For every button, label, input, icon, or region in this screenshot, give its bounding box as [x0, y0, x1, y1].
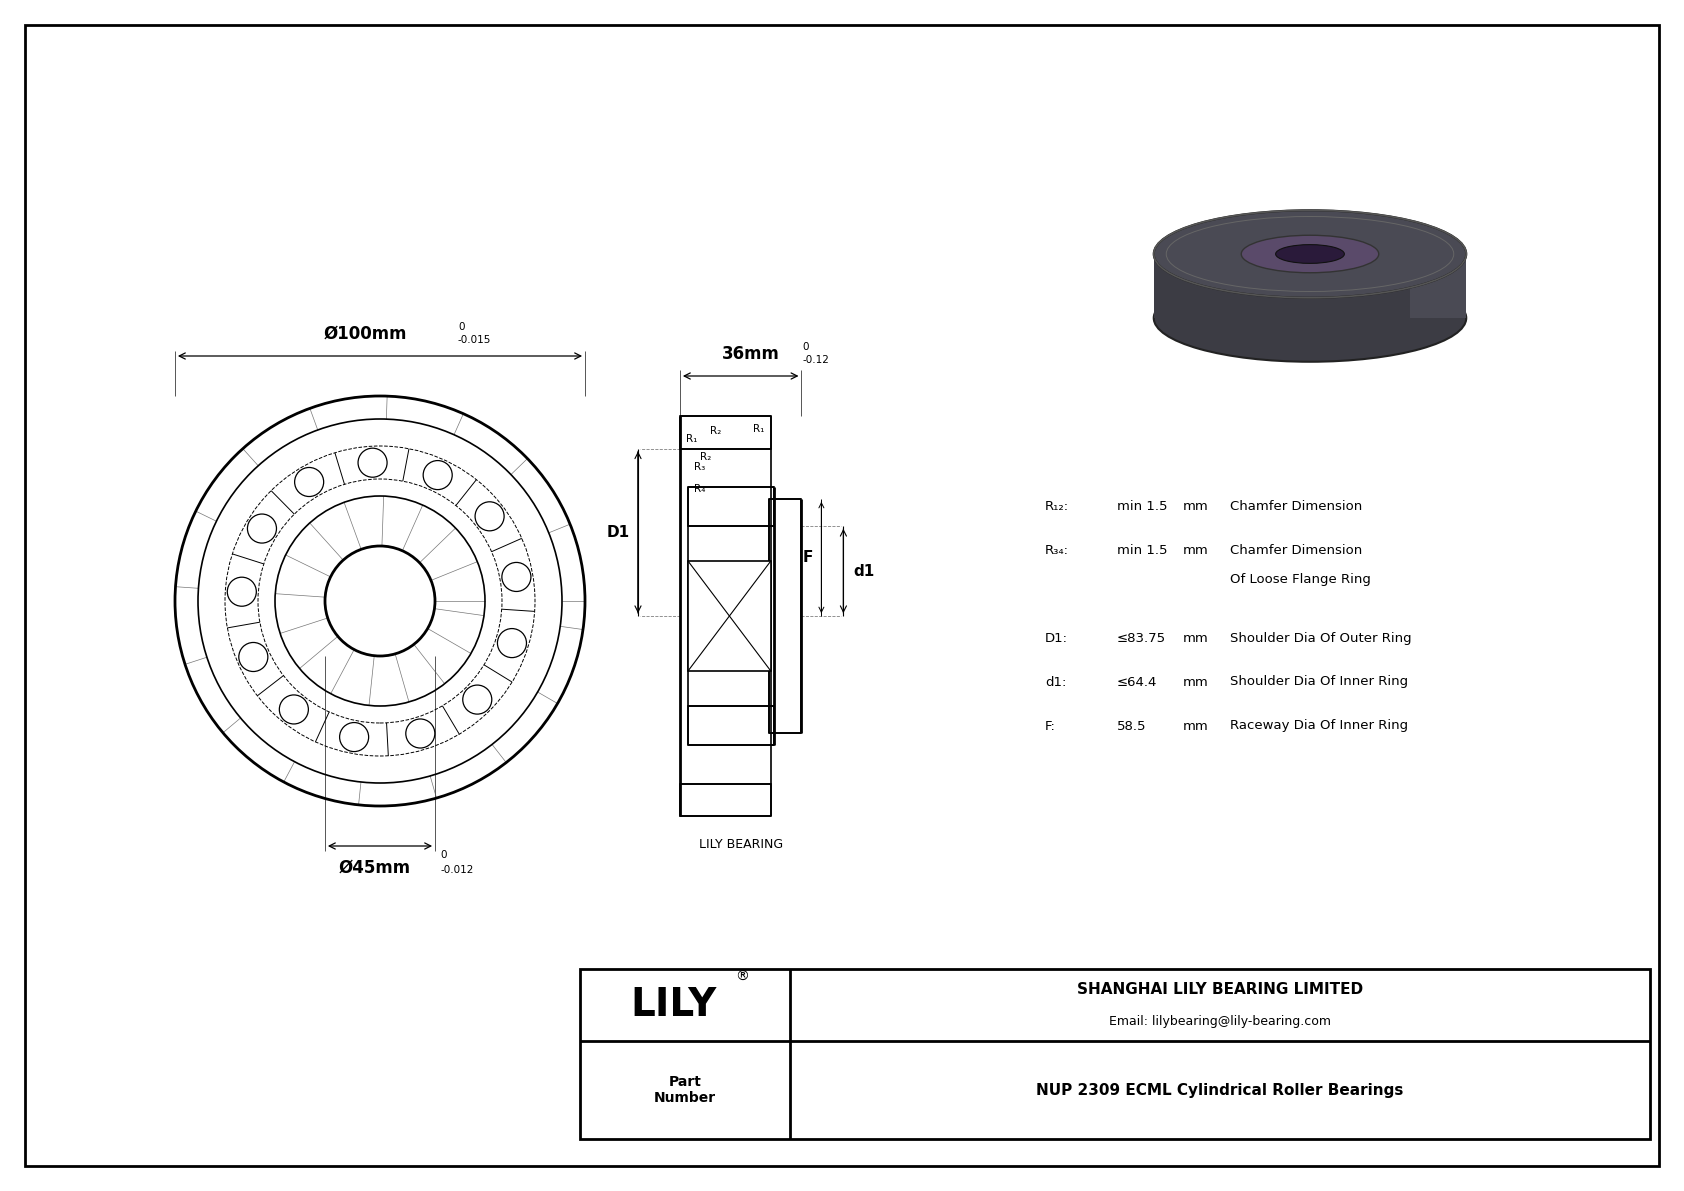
Text: NUP 2309 ECML Cylindrical Roller Bearings: NUP 2309 ECML Cylindrical Roller Bearing… — [1036, 1083, 1404, 1097]
Text: 0: 0 — [440, 850, 446, 860]
Text: ≤64.4: ≤64.4 — [1116, 675, 1157, 688]
Polygon shape — [689, 706, 775, 744]
Ellipse shape — [1241, 236, 1379, 273]
Polygon shape — [1410, 254, 1467, 318]
Text: ≤83.75: ≤83.75 — [1116, 631, 1165, 644]
Text: -0.015: -0.015 — [458, 335, 492, 345]
Text: R₃: R₃ — [694, 461, 706, 472]
Text: -0.12: -0.12 — [803, 355, 830, 364]
Text: R₁: R₁ — [685, 434, 697, 443]
Circle shape — [280, 694, 308, 724]
Ellipse shape — [1275, 244, 1344, 263]
Circle shape — [340, 723, 369, 752]
Text: -0.012: -0.012 — [440, 865, 473, 875]
Text: Shoulder Dia Of Outer Ring: Shoulder Dia Of Outer Ring — [1229, 631, 1411, 644]
Circle shape — [463, 685, 492, 715]
Text: D1:: D1: — [1046, 631, 1068, 644]
Text: d1: d1 — [854, 563, 874, 579]
Text: LILY: LILY — [630, 986, 716, 1024]
Circle shape — [248, 515, 276, 543]
Circle shape — [497, 629, 527, 657]
Text: R₁: R₁ — [753, 424, 765, 434]
Circle shape — [359, 448, 387, 478]
Text: 0: 0 — [803, 342, 810, 353]
Circle shape — [295, 468, 323, 497]
Circle shape — [475, 501, 504, 531]
Circle shape — [227, 578, 256, 606]
Text: mm: mm — [1182, 719, 1209, 732]
Text: min 1.5: min 1.5 — [1116, 543, 1167, 556]
Text: 0: 0 — [458, 322, 465, 332]
Text: D1: D1 — [606, 525, 630, 540]
Text: Chamfer Dimension: Chamfer Dimension — [1229, 543, 1362, 556]
Text: R₂: R₂ — [711, 426, 721, 436]
Text: R₁₂:: R₁₂: — [1046, 499, 1069, 512]
Polygon shape — [770, 499, 802, 732]
Text: Raceway Dia Of Inner Ring: Raceway Dia Of Inner Ring — [1229, 719, 1408, 732]
Polygon shape — [680, 416, 771, 449]
Text: F: F — [803, 550, 813, 565]
Text: LILY BEARING: LILY BEARING — [699, 838, 783, 852]
Ellipse shape — [1154, 211, 1467, 298]
Text: Email: lilybearing@lily-bearing.com: Email: lilybearing@lily-bearing.com — [1110, 1015, 1330, 1028]
Text: 36mm: 36mm — [722, 345, 780, 363]
Ellipse shape — [1154, 274, 1467, 362]
Polygon shape — [1154, 254, 1211, 318]
Text: Ø100mm: Ø100mm — [323, 325, 408, 343]
Circle shape — [502, 562, 530, 592]
Text: mm: mm — [1182, 675, 1209, 688]
Text: SHANGHAI LILY BEARING LIMITED: SHANGHAI LILY BEARING LIMITED — [1078, 981, 1362, 997]
Polygon shape — [689, 561, 771, 671]
Text: 58.5: 58.5 — [1116, 719, 1147, 732]
Circle shape — [423, 461, 453, 490]
Text: mm: mm — [1182, 499, 1209, 512]
Text: Part
Number: Part Number — [653, 1075, 716, 1105]
Text: R₃₄:: R₃₄: — [1046, 543, 1069, 556]
Circle shape — [239, 642, 268, 672]
Text: mm: mm — [1182, 543, 1209, 556]
Text: R₄: R₄ — [694, 484, 706, 493]
Text: d1:: d1: — [1046, 675, 1066, 688]
Text: Ø45mm: Ø45mm — [338, 859, 411, 877]
Text: Shoulder Dia Of Inner Ring: Shoulder Dia Of Inner Ring — [1229, 675, 1408, 688]
Text: Chamfer Dimension: Chamfer Dimension — [1229, 499, 1362, 512]
Circle shape — [406, 719, 434, 748]
Text: R₂: R₂ — [701, 453, 711, 462]
Polygon shape — [689, 487, 775, 526]
Text: min 1.5: min 1.5 — [1116, 499, 1167, 512]
Text: F:: F: — [1046, 719, 1056, 732]
Polygon shape — [680, 784, 771, 816]
Text: Of Loose Flange Ring: Of Loose Flange Ring — [1229, 574, 1371, 586]
Text: ®: ® — [734, 969, 749, 984]
Text: mm: mm — [1182, 631, 1209, 644]
